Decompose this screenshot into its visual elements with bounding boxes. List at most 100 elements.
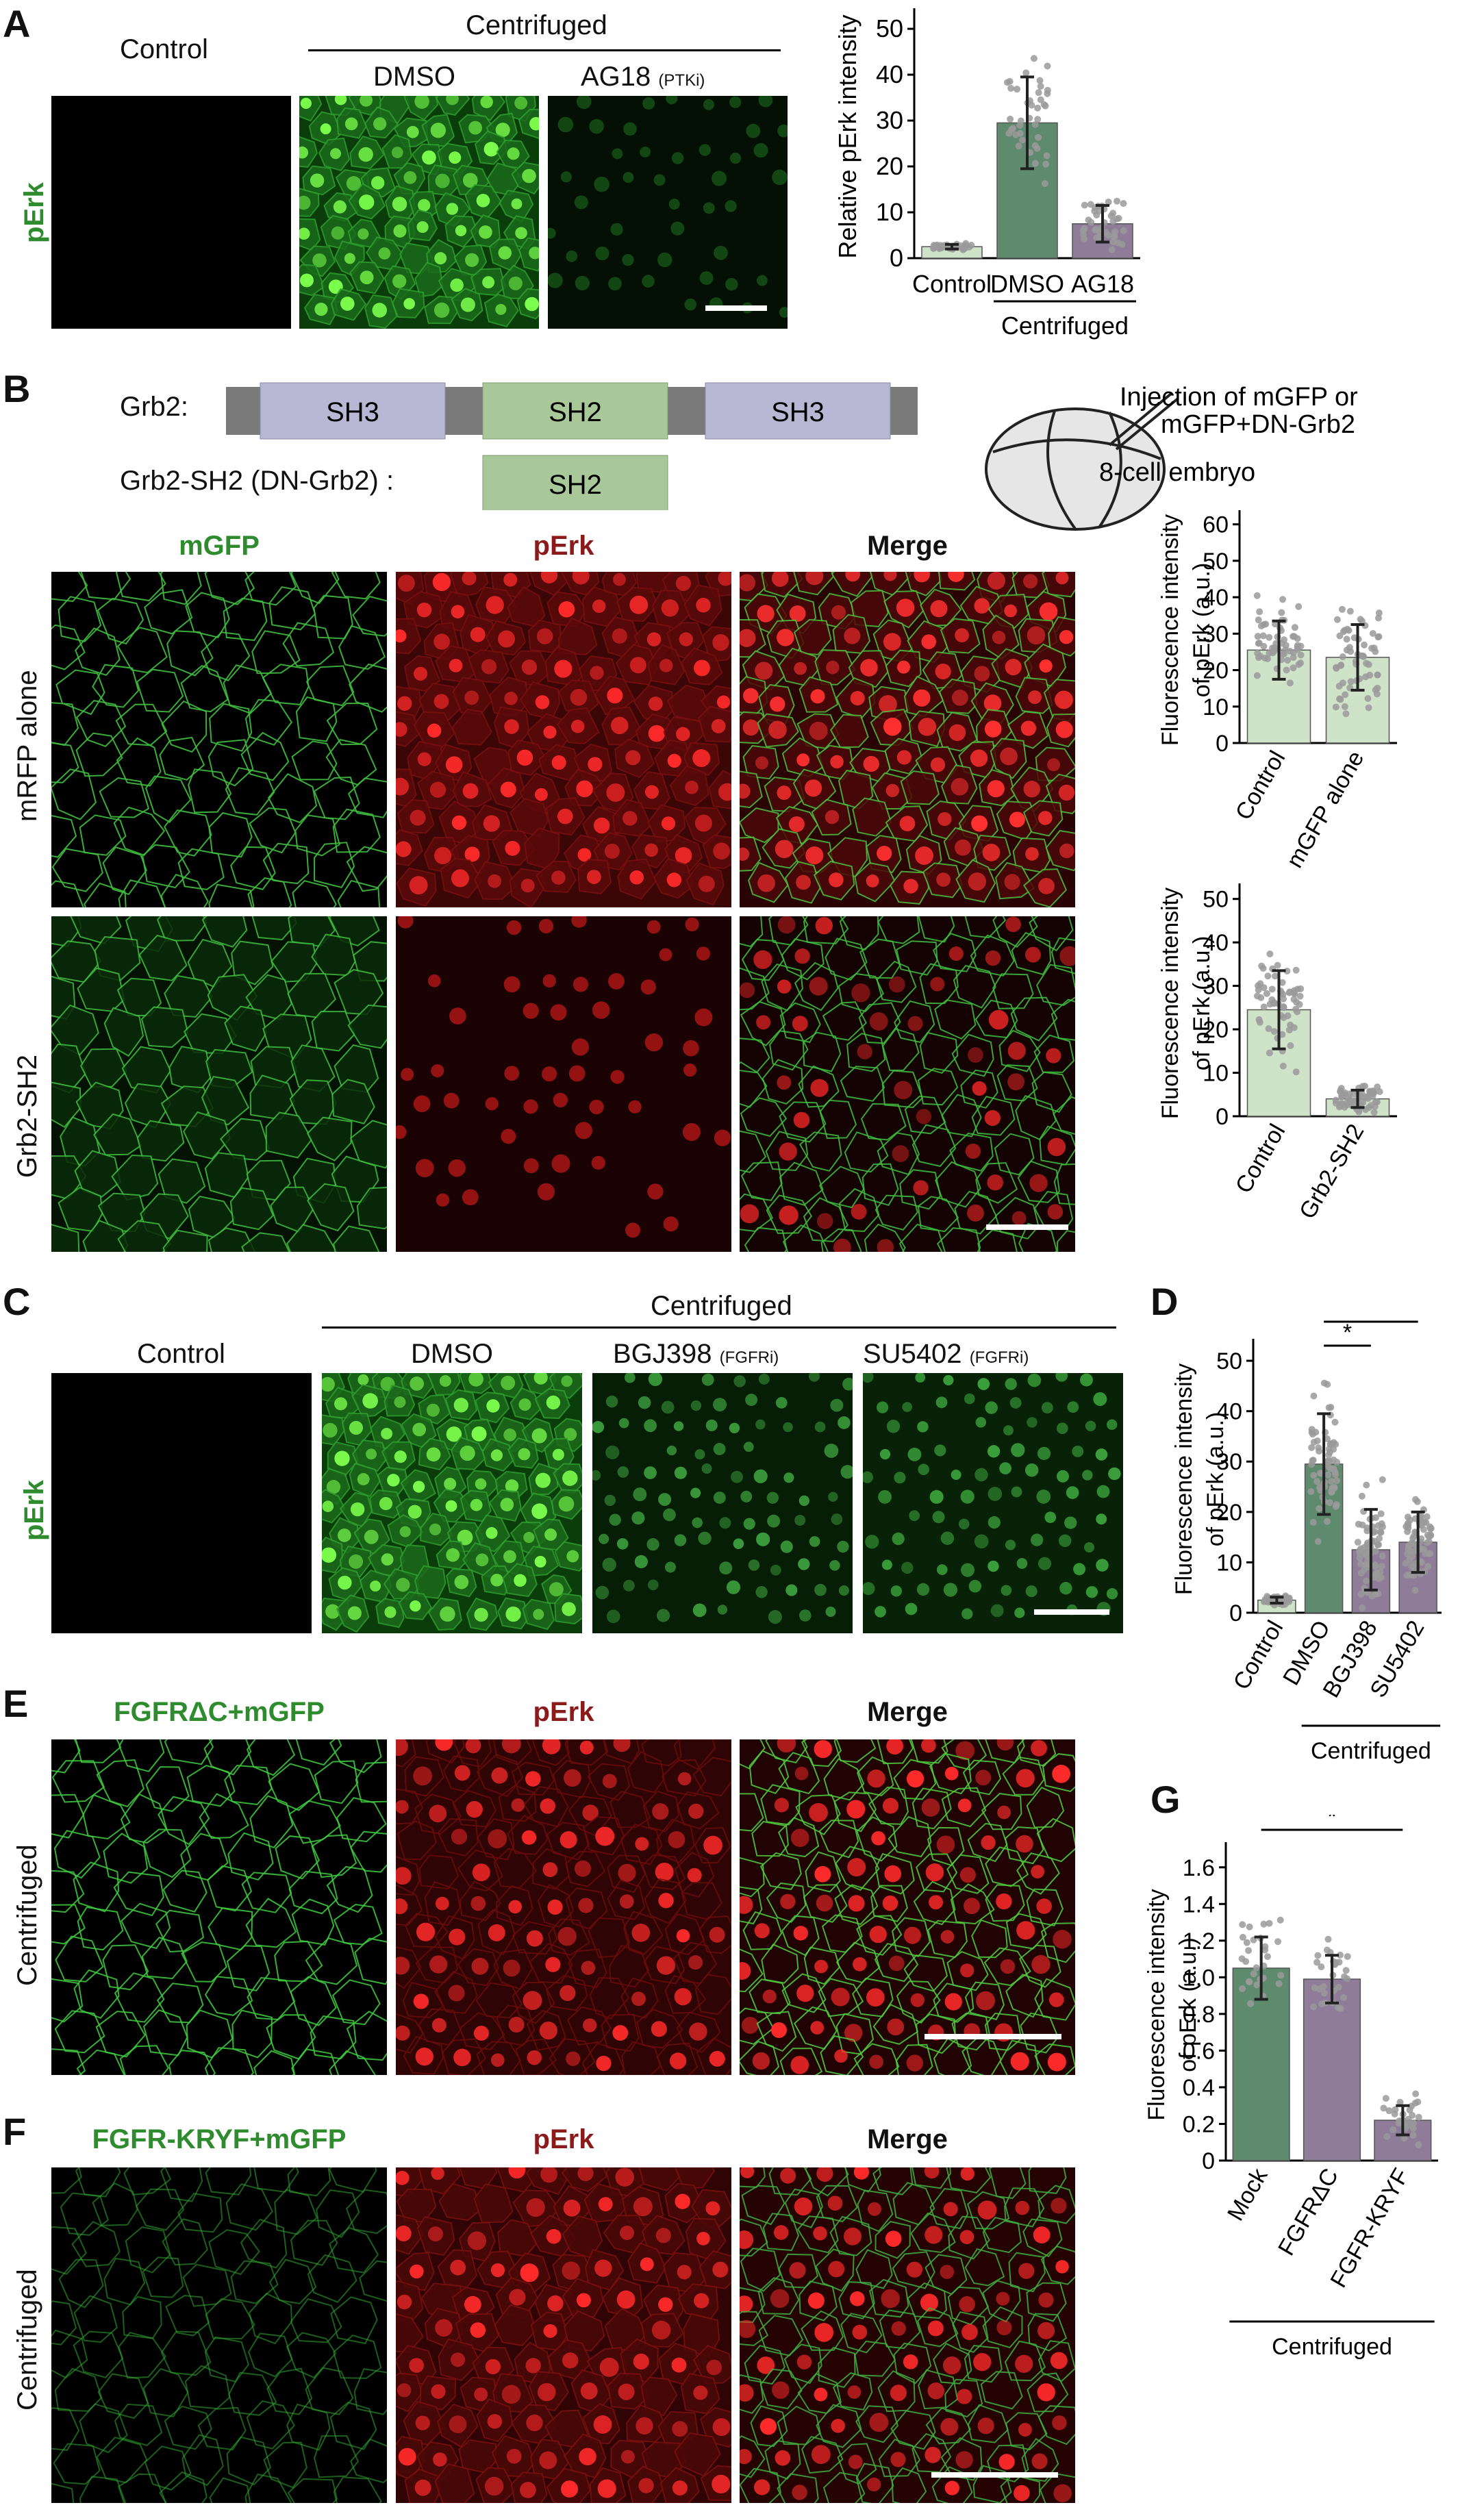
cell-nucleus bbox=[485, 1097, 499, 1111]
cell-nucleus bbox=[944, 1993, 962, 2011]
cell-outline bbox=[795, 1794, 841, 1835]
cell-nucleus bbox=[657, 252, 672, 268]
cell-outline bbox=[911, 1124, 957, 1168]
data-point bbox=[1365, 704, 1372, 712]
cell-nucleus bbox=[906, 2261, 923, 2278]
cell-outline bbox=[844, 1131, 889, 1173]
cell-nucleus bbox=[618, 1418, 629, 1429]
data-point bbox=[1396, 2098, 1404, 2106]
cell-outline bbox=[159, 2471, 207, 2503]
cell-outline bbox=[740, 807, 779, 844]
cell-nucleus bbox=[498, 630, 516, 648]
cell-nucleus bbox=[913, 689, 931, 707]
cell-outline bbox=[142, 844, 190, 889]
cell-outline bbox=[459, 2012, 505, 2050]
cell-outline bbox=[288, 1870, 338, 1915]
cell-nucleus bbox=[1055, 690, 1073, 709]
cell-outline bbox=[971, 1919, 1008, 1959]
cell-outline bbox=[305, 665, 355, 707]
cell-nucleus bbox=[810, 2021, 825, 2035]
micrograph-e-merge bbox=[740, 1739, 1075, 2075]
cell-nucleus bbox=[669, 2052, 687, 2070]
data-point bbox=[1375, 633, 1383, 640]
cell-nucleus bbox=[483, 815, 501, 832]
data-point bbox=[1427, 1532, 1435, 1539]
cell-nucleus bbox=[973, 2352, 992, 2372]
cell-nucleus bbox=[594, 2259, 612, 2277]
cell-outline bbox=[607, 1854, 646, 1894]
cell-nucleus bbox=[439, 1375, 451, 1387]
data-point bbox=[1389, 2126, 1397, 2133]
cell-nucleus bbox=[331, 226, 344, 240]
data-point bbox=[1409, 2132, 1417, 2139]
cell-nucleus bbox=[546, 1395, 561, 1410]
cell-nucleus bbox=[605, 1445, 620, 1459]
data-point bbox=[1279, 979, 1286, 986]
cell-outline bbox=[477, 1818, 515, 1861]
data-point bbox=[1316, 1985, 1323, 1993]
cell-outline bbox=[287, 2167, 331, 2197]
data-point bbox=[1382, 2095, 1389, 2102]
cell-nucleus bbox=[520, 2482, 536, 2498]
cell-outline bbox=[396, 1856, 420, 1896]
cell-outline bbox=[51, 2226, 87, 2275]
cell-outline bbox=[638, 2167, 681, 2191]
cell-nucleus bbox=[535, 1472, 551, 1488]
cell-outline bbox=[740, 2248, 781, 2292]
cell-outline bbox=[816, 2185, 858, 2222]
cell-nucleus bbox=[623, 122, 637, 136]
cell-nucleus bbox=[1020, 720, 1037, 736]
cell-nucleus bbox=[909, 1510, 920, 1522]
data-point bbox=[1294, 1008, 1301, 1016]
cell-nucleus bbox=[522, 168, 536, 184]
cell-outline bbox=[756, 2011, 797, 2052]
cell-nucleus bbox=[1037, 811, 1053, 825]
cell-nucleus bbox=[971, 815, 988, 832]
data-point bbox=[1281, 636, 1288, 644]
cell-nucleus bbox=[775, 840, 794, 859]
cell-nucleus bbox=[729, 96, 742, 108]
cell-outline bbox=[268, 2259, 317, 2304]
injection-text-1: Injection of mGFP or bbox=[1120, 383, 1358, 412]
cell-outline bbox=[102, 846, 147, 895]
cell-nucleus bbox=[449, 659, 463, 672]
cell-nucleus bbox=[844, 627, 861, 644]
cell-outline bbox=[740, 967, 770, 1011]
cell-nucleus bbox=[810, 689, 825, 704]
cell-outline bbox=[741, 939, 785, 981]
cell-nucleus bbox=[935, 1396, 948, 1409]
cell-outline bbox=[227, 1832, 274, 1881]
cell-outline bbox=[51, 2407, 80, 2451]
cell-outline bbox=[853, 2043, 900, 2075]
data-point bbox=[1307, 1488, 1315, 1496]
cell-nucleus bbox=[548, 227, 556, 239]
cell-nucleus bbox=[960, 1963, 974, 1978]
micrograph-a-dmso bbox=[299, 96, 539, 329]
cell-nucleus bbox=[767, 1514, 781, 1528]
data-point bbox=[1371, 1103, 1379, 1110]
cell-nucleus bbox=[921, 1739, 936, 1753]
cell-nucleus bbox=[591, 1155, 605, 1170]
cell-nucleus bbox=[789, 605, 806, 622]
data-point bbox=[1007, 115, 1014, 123]
data-point bbox=[1105, 231, 1112, 239]
cell-nucleus bbox=[566, 2051, 581, 2066]
cell-nucleus bbox=[768, 1610, 782, 1624]
cell-nucleus bbox=[534, 788, 548, 801]
cell-nucleus bbox=[572, 572, 590, 585]
cell-nucleus bbox=[570, 688, 588, 706]
cell-outline bbox=[860, 1103, 907, 1141]
cell-outline bbox=[948, 2215, 990, 2260]
data-point bbox=[1332, 1096, 1340, 1104]
cell-nucleus bbox=[622, 1579, 635, 1592]
micrograph-a-dmso-image bbox=[299, 96, 539, 329]
cell-nucleus bbox=[1016, 1558, 1028, 1569]
cell-outline bbox=[209, 2477, 251, 2503]
data-point bbox=[1317, 1487, 1324, 1494]
data-point bbox=[1423, 1513, 1431, 1520]
cell-nucleus bbox=[892, 1532, 905, 1546]
cell-outline bbox=[286, 2332, 337, 2379]
cell-nucleus bbox=[312, 253, 327, 268]
data-point bbox=[1411, 2100, 1419, 2107]
cell-nucleus bbox=[462, 572, 477, 586]
